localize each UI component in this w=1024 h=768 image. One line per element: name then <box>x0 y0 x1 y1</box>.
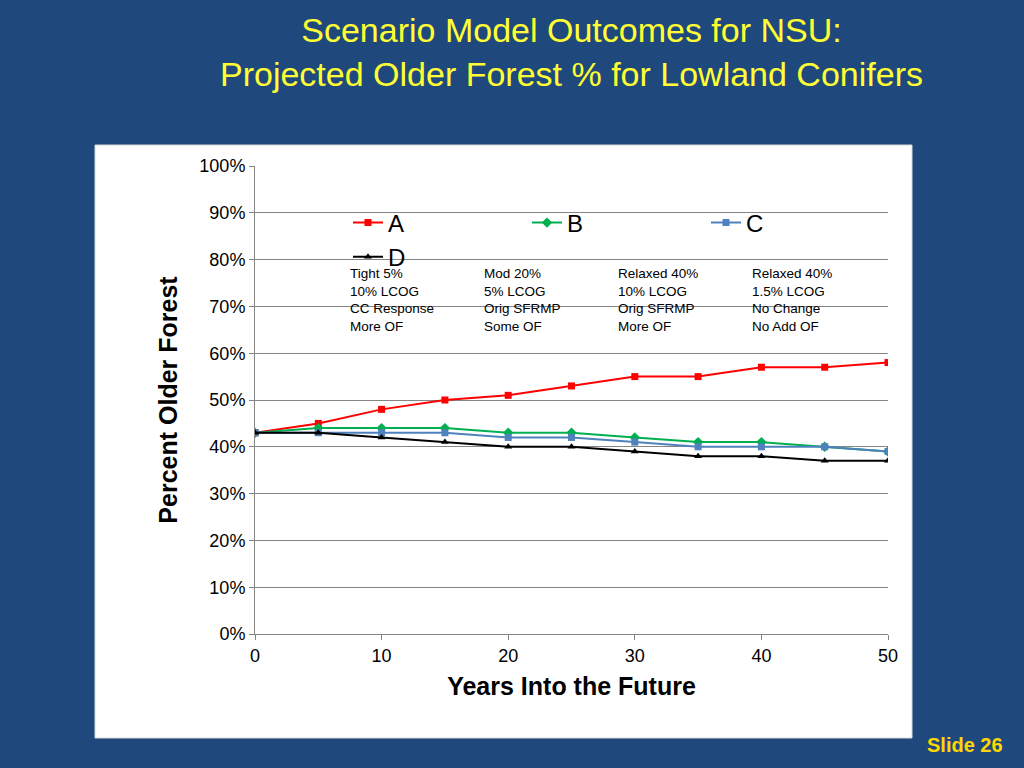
svg-text:10: 10 <box>372 646 392 666</box>
svg-text:0: 0 <box>250 646 260 666</box>
svg-text:40%: 40% <box>209 437 245 457</box>
svg-text:Slide 26: Slide 26 <box>927 734 1003 756</box>
svg-text:50: 50 <box>878 646 898 666</box>
svg-text:Scenario Model Outcomes for NS: Scenario Model Outcomes for NSU:Projecte… <box>220 11 923 93</box>
svg-text:20%: 20% <box>209 531 245 551</box>
svg-text:A: A <box>388 210 404 237</box>
svg-text:Relaxed 40%1.5% LCOGNo ChangeN: Relaxed 40%1.5% LCOGNo ChangeNo Add OF <box>752 266 832 334</box>
svg-text:Years Into the Future: Years Into the Future <box>447 672 696 700</box>
svg-text:C: C <box>746 210 763 237</box>
svg-text:40: 40 <box>751 646 771 666</box>
svg-text:Mod 20%5% LCOGOrig SFRMPSome O: Mod 20%5% LCOGOrig SFRMPSome OF <box>484 266 561 334</box>
svg-text:D: D <box>388 244 405 271</box>
svg-text:10%: 10% <box>209 578 245 598</box>
svg-text:100%: 100% <box>199 156 245 176</box>
svg-text:60%: 60% <box>209 344 245 364</box>
svg-text:Relaxed 40%10% LCOGOrig SFRMPM: Relaxed 40%10% LCOGOrig SFRMPMore OF <box>618 266 698 334</box>
svg-text:Percent Older Forest: Percent Older Forest <box>154 276 182 524</box>
svg-text:B: B <box>567 210 583 237</box>
svg-text:70%: 70% <box>209 297 245 317</box>
svg-text:Tight 5%10% LCOGCC ResponseMor: Tight 5%10% LCOGCC ResponseMore OF <box>350 266 434 334</box>
svg-text:30: 30 <box>625 646 645 666</box>
svg-text:20: 20 <box>498 646 518 666</box>
svg-text:50%: 50% <box>209 390 245 410</box>
svg-text:80%: 80% <box>209 250 245 270</box>
svg-text:0%: 0% <box>219 624 245 644</box>
svg-text:30%: 30% <box>209 484 245 504</box>
svg-text:90%: 90% <box>209 203 245 223</box>
